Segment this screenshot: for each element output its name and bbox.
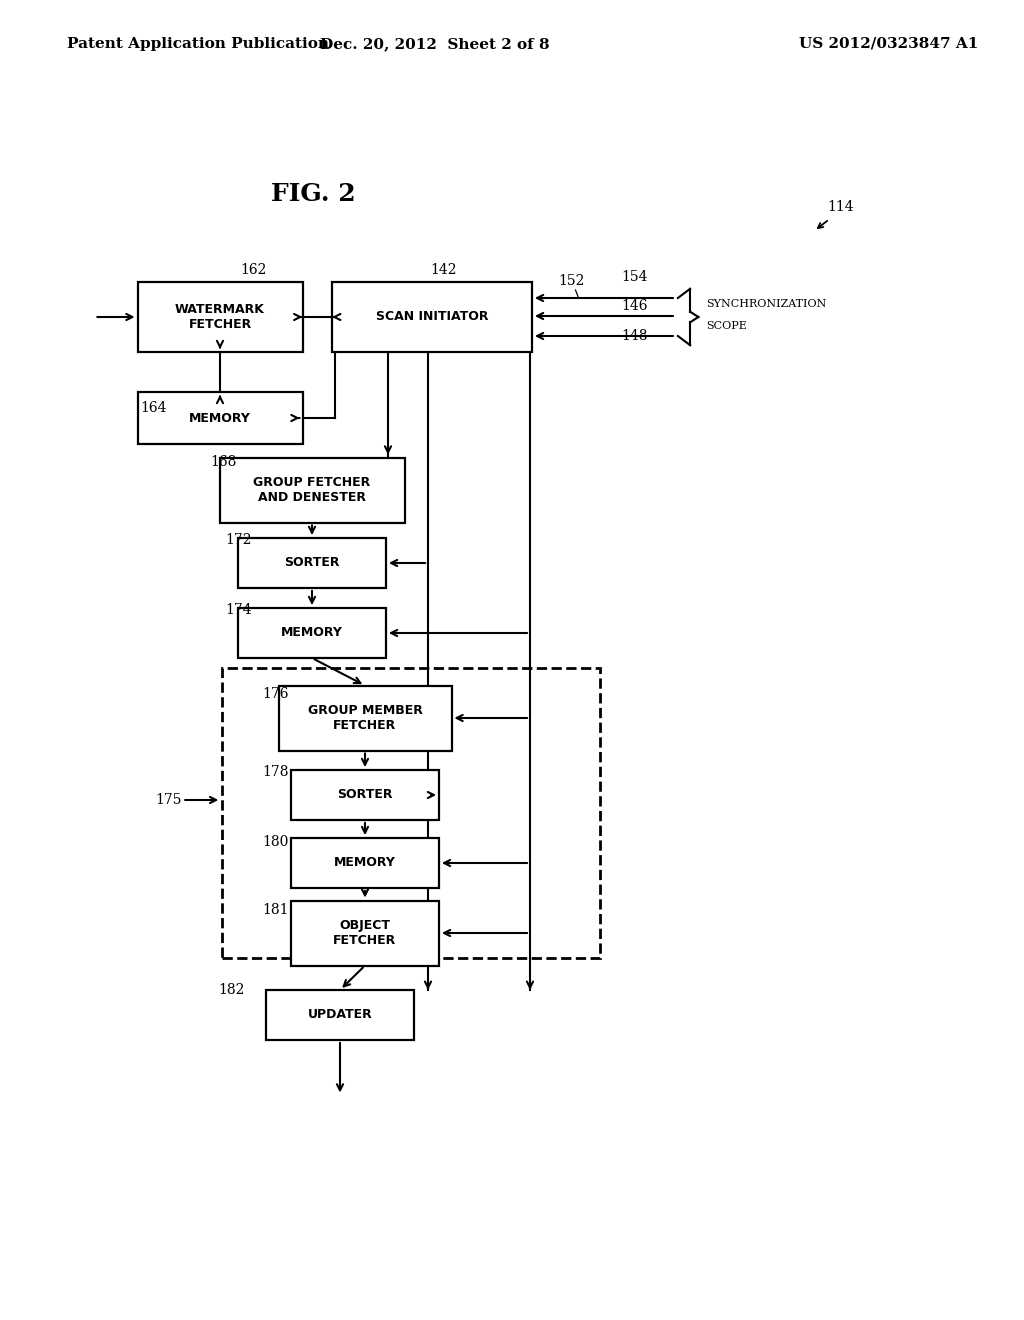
Text: SYNCHRONIZATION: SYNCHRONIZATION: [707, 298, 827, 309]
Text: WATERMARK
FETCHER: WATERMARK FETCHER: [175, 304, 265, 331]
Text: 175: 175: [155, 793, 181, 807]
Text: 152: 152: [558, 275, 585, 288]
FancyBboxPatch shape: [332, 282, 532, 352]
Text: SCOPE: SCOPE: [707, 321, 748, 331]
Text: 164: 164: [140, 401, 167, 414]
Text: 181: 181: [262, 903, 289, 917]
Text: GROUP MEMBER
FETCHER: GROUP MEMBER FETCHER: [307, 704, 423, 733]
FancyBboxPatch shape: [219, 458, 404, 523]
Text: 146: 146: [622, 300, 648, 313]
FancyBboxPatch shape: [291, 900, 439, 965]
FancyBboxPatch shape: [279, 685, 452, 751]
FancyBboxPatch shape: [238, 609, 386, 657]
FancyBboxPatch shape: [291, 838, 439, 888]
FancyBboxPatch shape: [291, 770, 439, 820]
Text: 178: 178: [262, 766, 289, 779]
Text: OBJECT
FETCHER: OBJECT FETCHER: [334, 919, 396, 946]
Text: 182: 182: [218, 983, 245, 997]
Text: 114: 114: [827, 201, 854, 214]
FancyBboxPatch shape: [266, 990, 414, 1040]
FancyBboxPatch shape: [238, 539, 386, 587]
Text: US 2012/0323847 A1: US 2012/0323847 A1: [799, 37, 978, 51]
Text: MEMORY: MEMORY: [281, 627, 343, 639]
Text: Dec. 20, 2012  Sheet 2 of 8: Dec. 20, 2012 Sheet 2 of 8: [321, 37, 550, 51]
Text: FIG. 2: FIG. 2: [271, 182, 356, 206]
Text: SORTER: SORTER: [285, 557, 340, 569]
Text: MEMORY: MEMORY: [334, 857, 396, 870]
FancyBboxPatch shape: [137, 282, 302, 352]
Text: UPDATER: UPDATER: [307, 1008, 373, 1022]
Text: 162: 162: [240, 263, 266, 277]
Text: MEMORY: MEMORY: [189, 412, 251, 425]
Text: SORTER: SORTER: [337, 788, 393, 801]
Text: 142: 142: [430, 263, 457, 277]
Text: GROUP FETCHER
AND DENESTER: GROUP FETCHER AND DENESTER: [253, 477, 371, 504]
FancyBboxPatch shape: [137, 392, 302, 444]
Text: 172: 172: [225, 533, 252, 546]
Text: 180: 180: [262, 836, 289, 849]
Text: SCAN INITIATOR: SCAN INITIATOR: [376, 310, 488, 323]
Text: 154: 154: [622, 271, 648, 284]
Text: 176: 176: [262, 686, 289, 701]
Text: 148: 148: [622, 329, 648, 343]
Text: Patent Application Publication: Patent Application Publication: [67, 37, 329, 51]
Text: 168: 168: [210, 455, 237, 469]
Text: 174: 174: [225, 603, 252, 616]
